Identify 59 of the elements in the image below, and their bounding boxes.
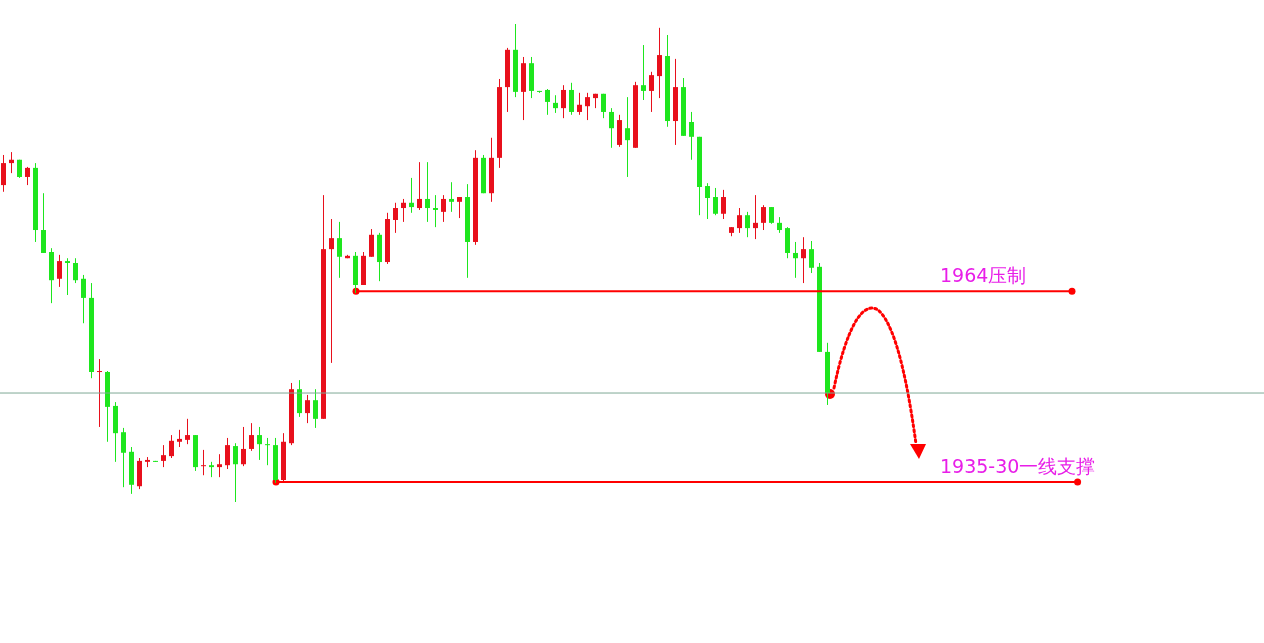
candlestick	[249, 422, 254, 452]
candlestick	[457, 196, 462, 219]
candlestick	[705, 182, 710, 220]
candlestick	[169, 434, 174, 459]
candlestick	[713, 187, 718, 216]
candlestick	[737, 207, 742, 234]
candlestick	[433, 194, 438, 228]
candlestick	[721, 189, 726, 220]
candlestick	[217, 453, 222, 478]
candlestick	[297, 379, 302, 418]
candlestick	[233, 442, 238, 503]
candlestick	[97, 358, 102, 428]
candlestick	[657, 27, 662, 99]
candlestick	[569, 82, 574, 116]
candlestick	[241, 426, 246, 467]
candlestick	[73, 257, 78, 284]
candlestick	[393, 202, 398, 234]
candlestick	[625, 96, 630, 178]
candlestick	[185, 418, 190, 445]
candlestick	[425, 161, 430, 223]
candlestick	[65, 257, 70, 296]
candlestick	[561, 84, 566, 119]
candlestick	[545, 88, 550, 116]
candlestick	[329, 218, 334, 364]
candlestick	[337, 221, 342, 279]
candlestick	[745, 211, 750, 238]
candlestick	[809, 240, 814, 274]
candlestick	[649, 71, 654, 113]
candlestick	[585, 92, 590, 121]
candlestick	[313, 388, 318, 429]
candlestick	[601, 93, 606, 119]
candlestick	[801, 236, 806, 284]
candlestick	[793, 241, 798, 279]
candlestick	[441, 194, 446, 223]
candlestick	[753, 194, 758, 240]
candlestick	[41, 192, 46, 254]
candlestick	[401, 198, 406, 223]
candlestick	[641, 44, 646, 101]
candlestick	[577, 92, 582, 116]
candlestick	[409, 177, 414, 214]
ref-line-label: 1964压制	[940, 264, 1027, 287]
candlestick	[161, 444, 166, 468]
candlestick	[201, 449, 206, 476]
candlestick	[121, 427, 126, 488]
candlestick	[57, 254, 62, 288]
candlestick	[81, 274, 86, 324]
candlestick	[761, 204, 766, 231]
candlestick	[225, 437, 230, 470]
candlestick	[449, 181, 454, 213]
candlestick	[305, 394, 310, 424]
candlestick	[369, 228, 374, 258]
candlestick	[689, 111, 694, 161]
ref-line-label: 1935-30一线支撑	[940, 454, 1096, 477]
candlestick	[1, 154, 6, 193]
candlestick	[609, 107, 614, 149]
candlestick	[257, 426, 262, 461]
candlestick	[417, 161, 422, 211]
candlestick	[25, 166, 30, 186]
candlestick	[265, 437, 270, 466]
